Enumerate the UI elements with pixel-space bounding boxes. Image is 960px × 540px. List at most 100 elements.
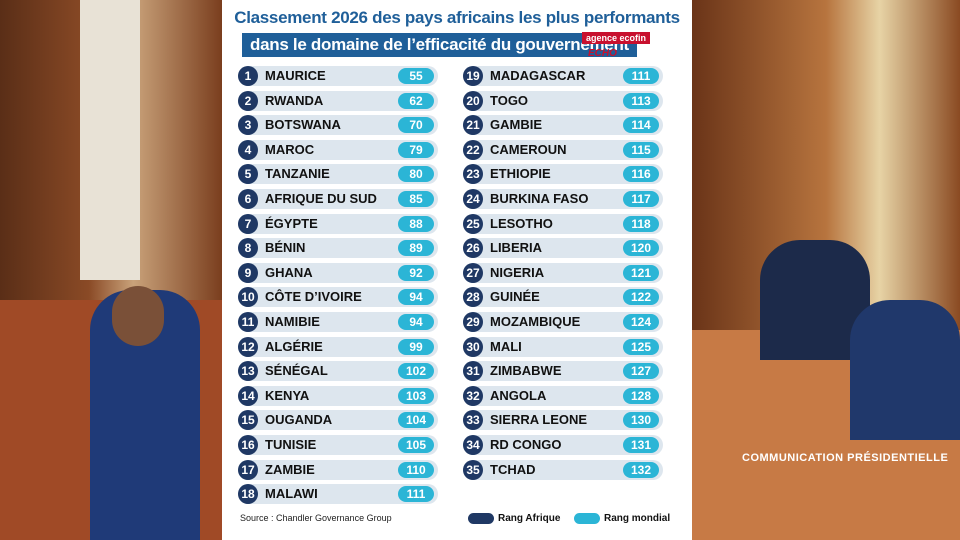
country: TUNISIE (265, 437, 317, 452)
row-background (238, 361, 438, 382)
watermark: COMMUNICATION PRÉSIDENTIELLE (742, 452, 949, 464)
world-rank: 121 (623, 264, 659, 281)
country: ÉGYPTE (265, 215, 318, 231)
country: CÔTE D’IVOIRE (265, 289, 362, 305)
row-background (238, 385, 438, 406)
africa-rank: 17 (238, 459, 258, 480)
world-rank: 92 (398, 264, 434, 281)
country: SÉNÉGAL (265, 363, 328, 379)
country: BOTSWANA (265, 117, 341, 133)
country: BÉNIN (265, 240, 306, 256)
row-background (238, 312, 438, 332)
row-background (463, 361, 663, 382)
world-rank: 99 (398, 338, 434, 355)
world-rank: 85 (398, 191, 434, 207)
logo: agence ecofin (582, 32, 651, 44)
country: TCHAD (490, 461, 536, 477)
row-background (463, 287, 663, 308)
africa-rank: 14 (238, 385, 258, 406)
africa-rank: 3 (238, 115, 258, 136)
legend-label: Rang Afrique (498, 513, 561, 524)
row-background (238, 115, 438, 136)
row-background (238, 238, 438, 259)
world-rank: 130 (623, 412, 659, 429)
person (850, 300, 960, 440)
world-rank: 110 (398, 461, 434, 478)
ranking-panel: Classement 2026 des pays africains les p… (222, 0, 692, 540)
row-background (238, 484, 438, 505)
country: ANGOLA (490, 387, 547, 403)
world-rank: 105 (398, 437, 434, 453)
row-background (463, 459, 663, 480)
source: Source : Chandler Governance Group (240, 513, 392, 523)
country: ZAMBIE (265, 461, 315, 477)
africa-rank: 18 (238, 484, 258, 505)
row-background (238, 139, 438, 160)
africa-rank: 12 (238, 336, 258, 357)
country: MALAWI (265, 486, 318, 502)
row-background (238, 189, 438, 209)
country: BURKINA FASO (490, 191, 589, 206)
legend-label: Rang mondial (604, 513, 671, 524)
world-rank: 55 (398, 68, 434, 84)
row-background (238, 435, 438, 455)
africa-rank: 1 (238, 66, 258, 86)
curtain (80, 0, 140, 280)
africa-rank: 7 (238, 213, 258, 234)
country: OUGANDA (265, 412, 333, 428)
world-rank: 132 (623, 461, 659, 478)
row-background (463, 66, 663, 86)
world-rank: 103 (398, 387, 434, 404)
row-background (463, 410, 663, 431)
world-rank: 128 (623, 387, 659, 404)
row-background (463, 336, 663, 357)
africa-rank: 31 (463, 361, 483, 382)
world-rank: 70 (398, 117, 434, 134)
country: ALGÉRIE (265, 338, 323, 354)
africa-rank: 10 (238, 287, 258, 308)
africa-rank: 8 (238, 238, 258, 259)
world-rank: 125 (623, 338, 659, 355)
world-rank: 117 (623, 191, 659, 207)
africa-rank: 2 (238, 90, 258, 111)
africa-rank: 4 (238, 139, 258, 160)
row-background (463, 312, 663, 332)
africa-rank: 19 (463, 66, 483, 86)
africa-rank: 5 (238, 164, 258, 185)
country: LIBERIA (490, 240, 542, 256)
country: GUINÉE (490, 289, 540, 305)
row-background (238, 213, 438, 234)
row-background (463, 90, 663, 111)
africa-rank: 30 (463, 336, 483, 357)
row-background (463, 115, 663, 136)
country: LESOTHO (490, 215, 553, 231)
person-head (112, 286, 164, 346)
country: MAURICE (265, 68, 326, 83)
africa-rank: 22 (463, 139, 483, 160)
world-rank: 80 (398, 166, 434, 183)
africa-rank: 20 (463, 90, 483, 111)
africa-rank: 27 (463, 262, 483, 283)
country: TOGO (490, 92, 529, 108)
logo: ECHO (588, 48, 617, 59)
africa-rank: 13 (238, 361, 258, 382)
row-background (463, 262, 663, 283)
world-rank: 89 (398, 240, 434, 257)
world-rank: 113 (623, 92, 659, 109)
row-background (463, 189, 663, 209)
africa-rank: 21 (463, 115, 483, 136)
world-rank: 118 (623, 215, 659, 232)
world-rank: 115 (623, 141, 659, 158)
country: ETHIOPIE (490, 166, 551, 182)
africa-rank: 35 (463, 459, 483, 480)
country: RD CONGO (490, 437, 562, 452)
africa-rank: 23 (463, 164, 483, 185)
row-background (463, 213, 663, 234)
country: RWANDA (265, 92, 324, 108)
world-rank: 122 (623, 289, 659, 306)
africa-rank: 29 (463, 312, 483, 332)
africa-rank: 26 (463, 238, 483, 259)
country: NIGERIA (490, 264, 545, 280)
africa-rank: 32 (463, 385, 483, 406)
